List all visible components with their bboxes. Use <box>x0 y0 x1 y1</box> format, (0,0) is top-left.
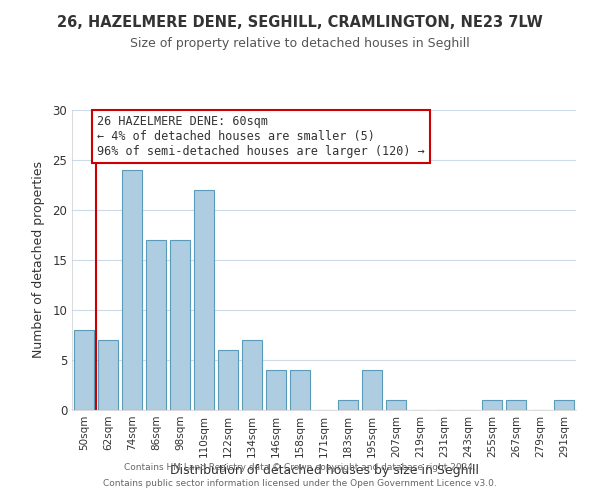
Text: Contains public sector information licensed under the Open Government Licence v3: Contains public sector information licen… <box>103 478 497 488</box>
Bar <box>194 190 214 410</box>
Bar <box>74 330 94 410</box>
Bar <box>266 370 286 410</box>
Text: Contains HM Land Registry data © Crown copyright and database right 2024.: Contains HM Land Registry data © Crown c… <box>124 464 476 472</box>
Bar <box>122 170 142 410</box>
Bar <box>290 370 310 410</box>
Y-axis label: Number of detached properties: Number of detached properties <box>32 162 46 358</box>
Bar <box>338 400 358 410</box>
Bar <box>170 240 190 410</box>
Text: 26 HAZELMERE DENE: 60sqm
← 4% of detached houses are smaller (5)
96% of semi-det: 26 HAZELMERE DENE: 60sqm ← 4% of detache… <box>97 115 425 158</box>
Bar <box>218 350 238 410</box>
Bar <box>242 340 262 410</box>
Bar <box>506 400 526 410</box>
Bar <box>146 240 166 410</box>
X-axis label: Distribution of detached houses by size in Seghill: Distribution of detached houses by size … <box>170 464 479 477</box>
Bar <box>482 400 502 410</box>
Bar <box>554 400 574 410</box>
Text: Size of property relative to detached houses in Seghill: Size of property relative to detached ho… <box>130 38 470 51</box>
Bar <box>386 400 406 410</box>
Text: 26, HAZELMERE DENE, SEGHILL, CRAMLINGTON, NE23 7LW: 26, HAZELMERE DENE, SEGHILL, CRAMLINGTON… <box>57 15 543 30</box>
Bar <box>362 370 382 410</box>
Bar <box>98 340 118 410</box>
